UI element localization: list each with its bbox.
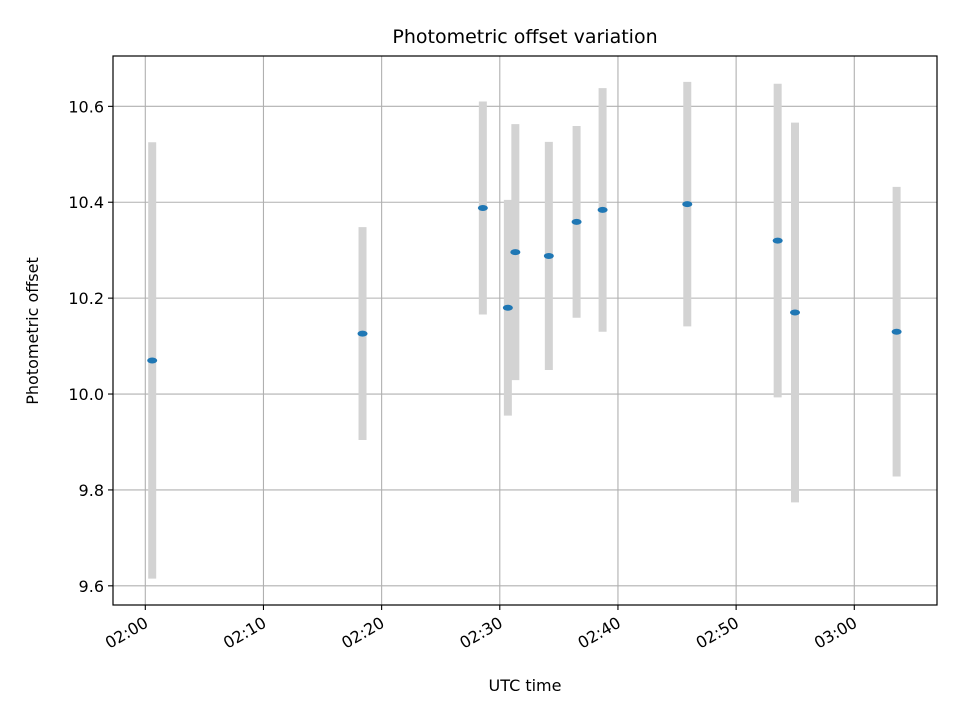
chart-title: Photometric offset variation bbox=[392, 26, 657, 48]
y-tick-label: 9.6 bbox=[79, 577, 104, 596]
y-tick-label: 10.0 bbox=[68, 385, 104, 404]
data-point bbox=[357, 330, 368, 337]
data-point bbox=[477, 204, 488, 211]
data-point bbox=[543, 252, 554, 259]
data-point bbox=[597, 206, 608, 213]
data-point bbox=[502, 304, 513, 311]
y-axis-ticks: 9.6 9.8 10.0 10.2 10.4 10.6 bbox=[68, 97, 113, 596]
data-points bbox=[147, 201, 902, 364]
data-point bbox=[790, 309, 801, 316]
grid-lines bbox=[113, 56, 937, 605]
data-point bbox=[772, 237, 783, 244]
plot-area bbox=[113, 56, 937, 605]
data-point bbox=[891, 328, 902, 335]
data-point bbox=[571, 218, 582, 225]
y-tick-label: 10.2 bbox=[68, 289, 104, 308]
data-point bbox=[682, 201, 693, 208]
y-tick-label: 10.4 bbox=[68, 193, 104, 212]
y-tick-label: 9.8 bbox=[79, 481, 104, 500]
plot-frame bbox=[112, 55, 938, 606]
x-axis-label: UTC time bbox=[489, 676, 562, 695]
y-axis-label: Photometric offset bbox=[23, 257, 42, 405]
y-tick-label: 10.6 bbox=[68, 97, 104, 116]
data-point bbox=[510, 249, 521, 256]
data-point bbox=[147, 357, 158, 364]
